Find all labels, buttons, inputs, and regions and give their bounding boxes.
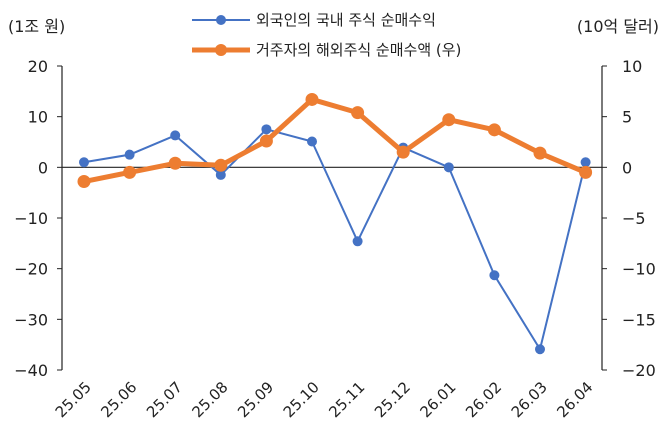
left-tick-label: 10 bbox=[28, 108, 48, 127]
x-tick-label: 26.01 bbox=[417, 378, 460, 421]
legend: 외국인의 국내 주식 순매수익 거주자의 해외주식 순매수액 (우) bbox=[192, 11, 461, 59]
left-tick-label: −30 bbox=[14, 310, 48, 329]
data-point-resident bbox=[168, 156, 182, 170]
series-line-resident bbox=[83, 96, 587, 184]
right-tick-label: −15 bbox=[622, 310, 656, 329]
x-tick-label: 25.09 bbox=[234, 378, 277, 421]
data-point-foreign bbox=[215, 169, 226, 180]
x-tick-label: 26.04 bbox=[553, 378, 596, 421]
data-point-foreign bbox=[79, 157, 89, 168]
right-tick-label: −5 bbox=[622, 209, 646, 228]
x-tick-label: 25.08 bbox=[189, 378, 232, 421]
data-point-foreign bbox=[124, 149, 135, 160]
data-point-resident bbox=[123, 165, 137, 179]
legend-marker-resident bbox=[215, 44, 227, 56]
data-point-resident bbox=[442, 113, 456, 127]
left-axis-unit: (1조 원) bbox=[8, 17, 65, 36]
x-tick-label: 25.07 bbox=[143, 378, 186, 421]
right-tick-label: 0 bbox=[622, 158, 632, 177]
right-axis-unit: (10억 달러) bbox=[577, 17, 659, 36]
data-point-resident bbox=[77, 175, 91, 189]
series-line-foreign bbox=[83, 128, 587, 351]
legend-label-foreign: 외국인의 국내 주식 순매수익 bbox=[256, 11, 436, 29]
left-tick-label: −20 bbox=[14, 260, 48, 279]
data-point-foreign bbox=[535, 344, 545, 355]
data-point-resident bbox=[533, 146, 547, 160]
x-tick-label: 26.02 bbox=[462, 378, 505, 421]
legend-label-resident: 거주자의 해외주식 순매수액 (우) bbox=[256, 41, 461, 59]
x-tick-label: 25.05 bbox=[52, 378, 95, 421]
data-point-resident bbox=[305, 92, 319, 106]
right-tick-label: −10 bbox=[622, 260, 656, 279]
data-point-resident bbox=[351, 106, 365, 120]
data-point-foreign bbox=[307, 136, 317, 147]
data-point-foreign bbox=[352, 236, 363, 247]
left-tick-label: −40 bbox=[14, 361, 48, 380]
data-point-resident bbox=[487, 123, 501, 137]
data-point-resident bbox=[396, 145, 410, 159]
data-point-foreign bbox=[170, 130, 181, 141]
data-point-resident bbox=[214, 158, 228, 172]
x-tick-label: 26.03 bbox=[508, 378, 551, 421]
data-point-foreign bbox=[443, 162, 454, 173]
data-point-foreign bbox=[580, 157, 591, 168]
data-point-foreign bbox=[261, 124, 272, 135]
left-tick-label: 0 bbox=[38, 158, 48, 177]
data-point-resident bbox=[259, 134, 273, 148]
right-tick-label: 10 bbox=[622, 57, 642, 76]
x-tick-label: 25.12 bbox=[371, 378, 414, 421]
legend-item-resident: 거주자의 해외주식 순매수액 (우) bbox=[192, 41, 461, 59]
data-point-foreign bbox=[489, 270, 500, 281]
x-tick-label: 25.11 bbox=[325, 378, 368, 421]
x-tick-label: 25.10 bbox=[280, 378, 323, 421]
data-point-resident bbox=[579, 165, 593, 179]
right-tick-label: 5 bbox=[622, 108, 632, 127]
right-tick-label: −20 bbox=[622, 361, 656, 380]
legend-marker-foreign bbox=[216, 15, 226, 25]
left-tick-label: −10 bbox=[14, 209, 48, 228]
legend-item-foreign: 외국인의 국내 주식 순매수익 bbox=[192, 11, 436, 29]
left-tick-label: 20 bbox=[28, 57, 48, 76]
x-tick-label: 25.06 bbox=[97, 378, 140, 421]
